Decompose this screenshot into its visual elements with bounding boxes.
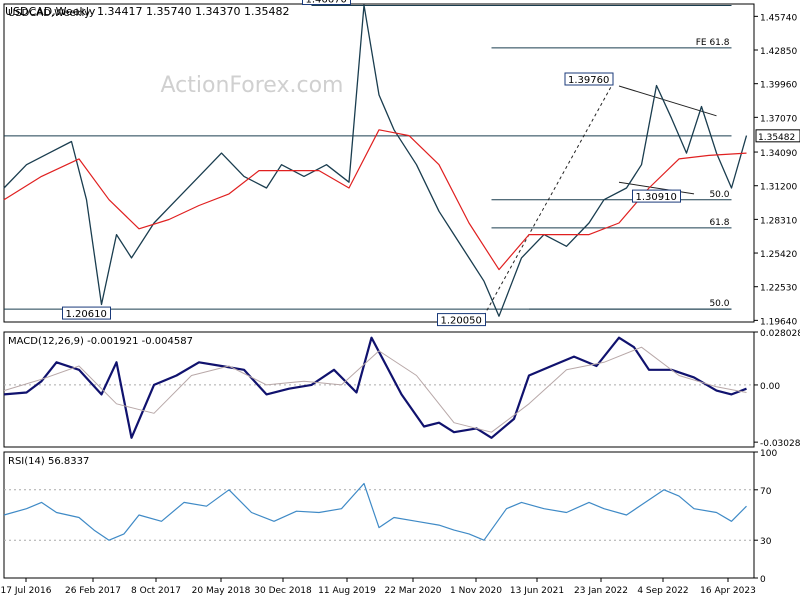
rsi-ytick-label: 70 xyxy=(760,487,772,497)
xtick-label: 1 Nov 2020 xyxy=(450,586,502,596)
rsi-ytick-label: 0 xyxy=(760,575,766,585)
price-series-price xyxy=(3,4,748,317)
macd-series-macd xyxy=(3,336,747,439)
macd-ytick-label: -0.030286 xyxy=(760,439,800,449)
price-callout-box xyxy=(632,189,681,203)
xtick-label: 23 Jan 2022 xyxy=(574,586,628,596)
xtick-label: 11 Aug 2019 xyxy=(318,586,376,596)
price-ytick-label: 1.42850 xyxy=(760,47,797,57)
level-label: FE 61.8 xyxy=(696,38,730,48)
xtick-label: 17 Jul 2016 xyxy=(1,586,52,596)
last-price-label: 1.35482 xyxy=(758,133,795,143)
price-ytick-label: 1.37070 xyxy=(760,114,797,124)
rsi-pane-frame xyxy=(3,451,755,579)
macd-title: MACD(12,26,9) -0.001921 -0.004587 xyxy=(8,336,193,347)
macd-ytick-label: 0.028028 xyxy=(760,329,800,339)
price-title: USDCAD,Weekly xyxy=(8,8,90,19)
price-ytick-label: 1.31200 xyxy=(760,183,797,193)
price-ytick-label: 1.39960 xyxy=(760,81,797,91)
price-callout-label: 1.30910 xyxy=(636,192,677,203)
price-series-ma xyxy=(3,129,747,271)
rsi-series-rsi xyxy=(3,482,747,541)
price-callout-box xyxy=(302,0,351,6)
price-ytick-label: 1.22530 xyxy=(760,284,797,294)
macd-series-signal xyxy=(3,346,747,433)
xtick-label: 20 May 2018 xyxy=(192,586,251,596)
macd-ytick-label: 0.00 xyxy=(760,382,780,392)
rsi-ytick-label: 30 xyxy=(760,537,772,547)
macd-pane-frame xyxy=(3,331,755,448)
rsi-ytick-label: 100 xyxy=(760,449,777,459)
price-ytick-label: 1.28310 xyxy=(760,216,797,226)
xtick-label: 26 Feb 2017 xyxy=(65,586,121,596)
price-ytick-label: 1.19640 xyxy=(760,317,797,327)
xtick-label: 4 Sep 2022 xyxy=(637,586,688,596)
price-callout-label: 1.39760 xyxy=(568,75,609,86)
xtick-label: 13 Jun 2021 xyxy=(510,586,564,596)
xtick-label: 22 Mar 2020 xyxy=(384,586,441,596)
price-ytick-label: 1.45740 xyxy=(760,13,797,23)
trend-line xyxy=(483,85,612,316)
price-ytick-label: 1.34090 xyxy=(760,149,797,159)
symbol-label: USDCAD,Weekly xyxy=(5,5,96,18)
price-callout-label: 1.46670 xyxy=(306,0,347,6)
price-callout-box xyxy=(437,313,486,327)
price-ytick-label: 1.25420 xyxy=(760,250,797,260)
last-price-box xyxy=(755,129,800,143)
xtick-label: 16 Apr 2023 xyxy=(700,586,756,596)
ohlc-label: 1.34417 1.35740 1.34370 1.35482 xyxy=(97,5,289,18)
xtick-label: 30 Dec 2018 xyxy=(254,586,312,596)
watermark: ActionForex.com xyxy=(161,73,344,98)
price-callout-box xyxy=(564,72,614,86)
level-label: 50.0 xyxy=(709,299,729,309)
level-label: 61.8 xyxy=(709,218,729,228)
trend-line xyxy=(618,181,695,195)
rsi-title: RSI(14) 56.8337 xyxy=(8,456,89,467)
price-callout-label: 1.20050 xyxy=(441,316,482,327)
price-pane-frame xyxy=(3,3,755,323)
xtick-label: 8 Oct 2017 xyxy=(131,586,181,596)
price-callout-label: 1.20610 xyxy=(66,309,107,320)
price-callout-box xyxy=(62,306,111,320)
level-label: 50.0 xyxy=(709,190,729,200)
